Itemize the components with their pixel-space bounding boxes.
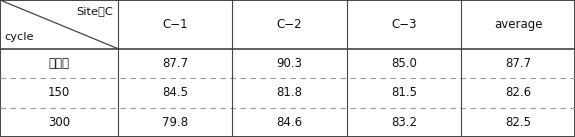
Text: Site－C: Site－C [76, 6, 113, 16]
Text: 82.6: 82.6 [505, 86, 531, 99]
Text: 87.7: 87.7 [505, 57, 531, 70]
Text: 90.3: 90.3 [277, 57, 302, 70]
Text: 81.8: 81.8 [277, 86, 302, 99]
Text: 79.8: 79.8 [162, 116, 188, 129]
Text: cycle: cycle [5, 32, 34, 42]
Text: 81.5: 81.5 [391, 86, 417, 99]
Text: 초기값: 초기값 [48, 57, 70, 70]
Text: 300: 300 [48, 116, 70, 129]
Text: C−2: C−2 [277, 18, 302, 31]
Text: 83.2: 83.2 [391, 116, 417, 129]
Text: 85.0: 85.0 [391, 57, 417, 70]
Text: C−3: C−3 [391, 18, 417, 31]
Text: 82.5: 82.5 [505, 116, 531, 129]
Text: 150: 150 [48, 86, 70, 99]
Text: 84.6: 84.6 [277, 116, 302, 129]
Text: C−1: C−1 [162, 18, 188, 31]
Text: 84.5: 84.5 [162, 86, 188, 99]
Text: average: average [494, 18, 542, 31]
Text: 87.7: 87.7 [162, 57, 188, 70]
